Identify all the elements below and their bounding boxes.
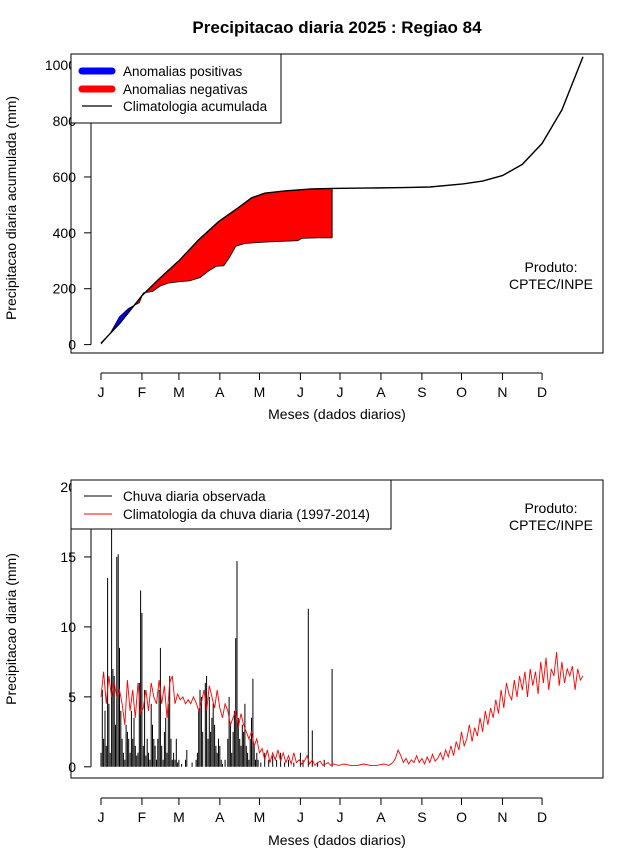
legend: Anomalias positivas Anomalias negativas … bbox=[70, 53, 282, 124]
bottom-x-tick-label: O bbox=[456, 809, 467, 825]
top-x-tick-label: O bbox=[456, 384, 467, 400]
bottom-x-tick-label: M bbox=[254, 809, 266, 825]
top-x-tick-label: M bbox=[254, 384, 266, 400]
legend-label-climatology-daily: Climatologia da chuva diaria (1997-2014) bbox=[123, 507, 370, 522]
top-x-tick-label: N bbox=[497, 384, 507, 400]
product-note-bottom-line1: Produto: bbox=[525, 500, 578, 516]
legend-label-positive: Anomalias positivas bbox=[123, 64, 243, 79]
top-x-tick-label: J bbox=[98, 384, 105, 400]
x-axis-label-bottom: Meses (dados diarios) bbox=[268, 832, 406, 848]
legend-label-negative: Anomalias negativas bbox=[123, 82, 248, 97]
top-x-tick-label: F bbox=[138, 384, 147, 400]
top-x-tick-label: A bbox=[376, 384, 386, 400]
daily-climatology bbox=[100, 652, 584, 767]
bottom-y-tick-label: 5 bbox=[68, 689, 76, 705]
top-x-tick-label: A bbox=[215, 384, 225, 400]
bottom-y-tick-label: 15 bbox=[60, 549, 76, 565]
bottom-x-tick-label: A bbox=[215, 809, 225, 825]
legend-box-bottom bbox=[70, 479, 392, 530]
observed-cumulative-line bbox=[100, 237, 333, 345]
top-y-tick-label: 600 bbox=[53, 169, 77, 185]
climatology-cumulative-line bbox=[100, 56, 584, 344]
x-axis-label: Meses (dados diarios) bbox=[268, 406, 406, 422]
top-y-tick-label: 200 bbox=[53, 281, 77, 297]
bottom-y-tick-label: 10 bbox=[60, 619, 76, 635]
negative-anomaly-area bbox=[145, 188, 333, 293]
legend-box bbox=[70, 53, 282, 124]
legend-bottom: Chuva diaria observada Climatologia da c… bbox=[70, 479, 392, 530]
top-x-tick-label: M bbox=[173, 384, 185, 400]
product-note-bottom-line2: CPTEC/INPE bbox=[509, 517, 593, 533]
product-note-line2: CPTEC/INPE bbox=[509, 276, 593, 292]
top-y-tick-label: 800 bbox=[53, 113, 77, 129]
y-axis-label: Precipitacao diaria acumulada (mm) bbox=[3, 96, 19, 320]
bottom-x-tick-label: S bbox=[417, 809, 426, 825]
daily-climatology-line bbox=[100, 652, 584, 767]
top-y-tick-label: 0 bbox=[68, 337, 76, 353]
bottom-x-tick-label: A bbox=[376, 809, 386, 825]
top-y-tick-label: 400 bbox=[53, 225, 77, 241]
chart-title: Precipitacao diaria 2025 : Regiao 84 bbox=[192, 18, 482, 37]
bottom-y-tick-label: 0 bbox=[68, 759, 76, 775]
bottom-x-tick-label: J bbox=[297, 809, 304, 825]
bottom-x-tick-label: J bbox=[337, 809, 344, 825]
cumulative-axes: J F M A M J J A S O N D 0 200 400 600 800 1000 bbox=[45, 57, 547, 400]
bottom-x-tick-label: J bbox=[98, 809, 105, 825]
daily-bars bbox=[100, 517, 333, 767]
bottom-x-tick-label: F bbox=[138, 809, 147, 825]
top-x-tick-label: D bbox=[537, 384, 547, 400]
legend-label-observed: Chuva diaria observada bbox=[123, 489, 266, 504]
top-x-tick-label: J bbox=[297, 384, 304, 400]
y-axis-label-bottom: Precipitacao diaria (mm) bbox=[3, 553, 19, 705]
bottom-x-tick-label: D bbox=[537, 809, 547, 825]
bottom-x-tick-label: M bbox=[173, 809, 185, 825]
cumulative-lines bbox=[100, 56, 584, 345]
top-x-tick-label: J bbox=[337, 384, 344, 400]
top-x-tick-label: S bbox=[417, 384, 426, 400]
product-note-line1: Produto: bbox=[525, 259, 578, 275]
legend-label-climatology: Climatologia acumulada bbox=[123, 99, 268, 114]
cumulative-plot: J F M A M J J A S O N D 0 200 400 600 800 1000 Precipitac… bbox=[3, 53, 604, 422]
plot-frame bbox=[70, 53, 604, 354]
bottom-x-tick-label: N bbox=[497, 809, 507, 825]
top-y-tick-label: 1000 bbox=[45, 57, 76, 73]
